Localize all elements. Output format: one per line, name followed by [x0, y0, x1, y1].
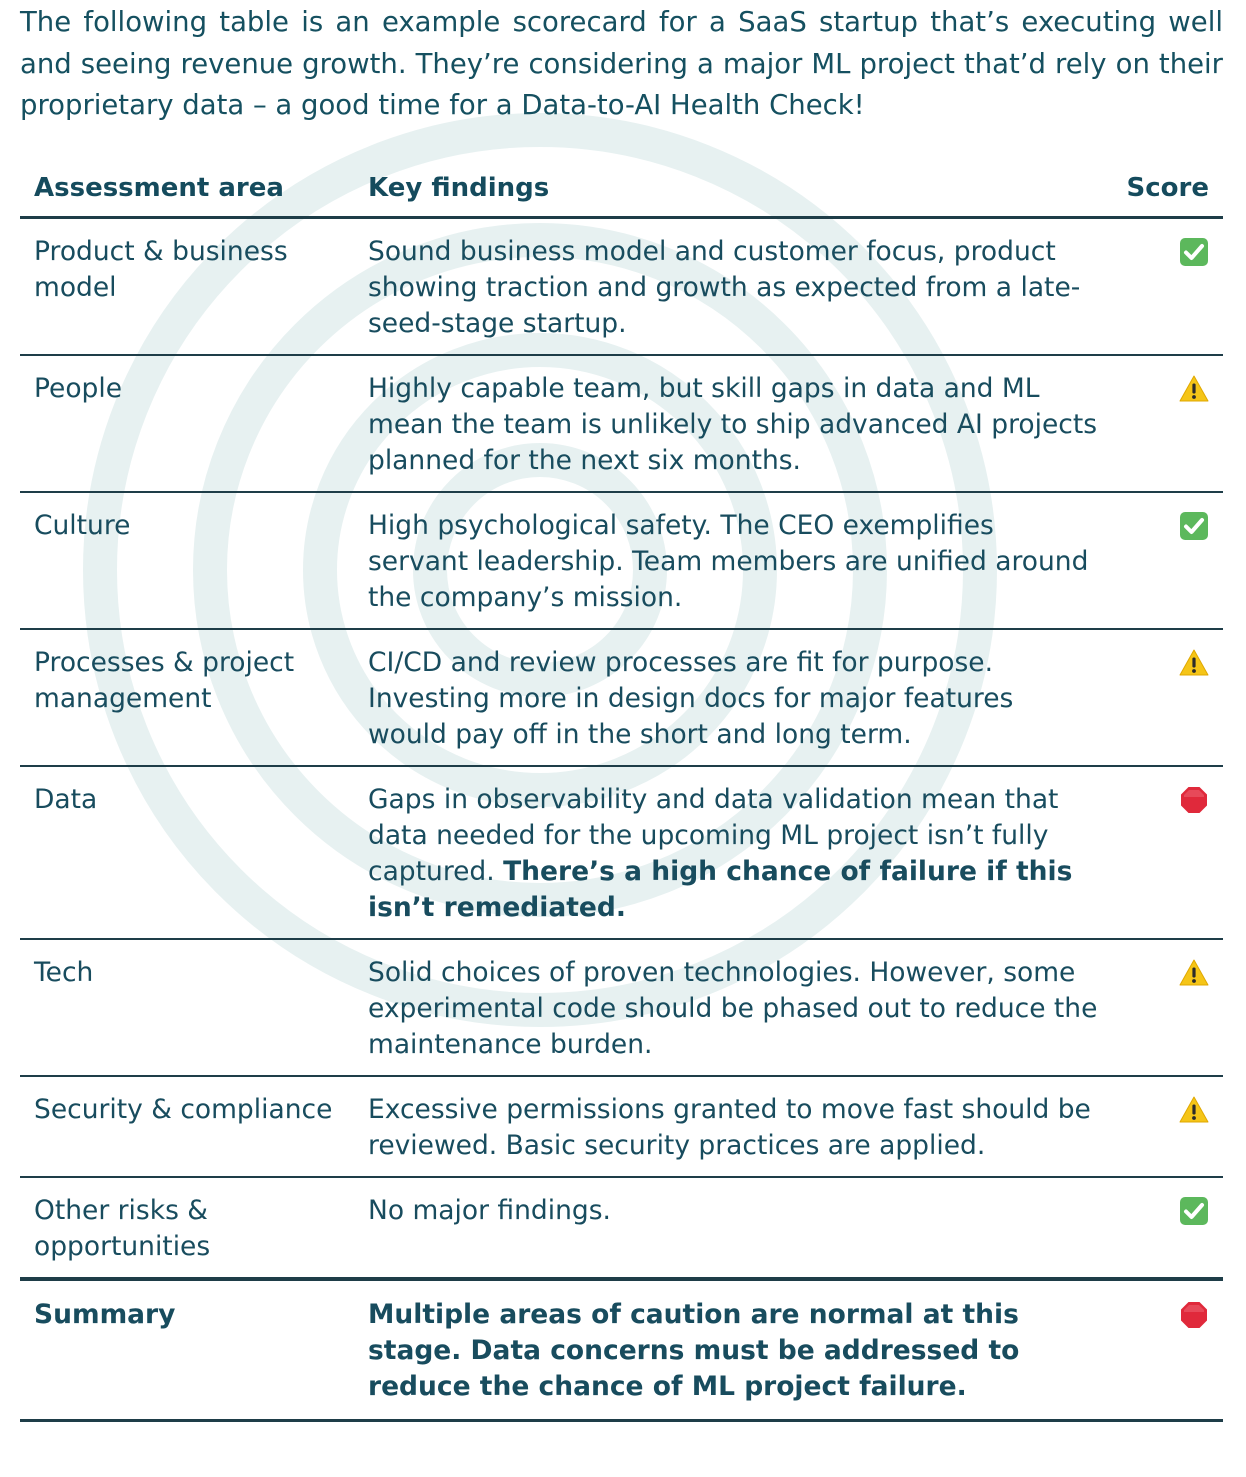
assessment-area-cell: Product & business model	[20, 217, 354, 356]
key-findings-cell: No major findings.	[354, 1177, 1098, 1280]
key-findings-cell: Sound business model and customer focus,…	[354, 217, 1098, 356]
score-cell	[1098, 492, 1223, 630]
table-row: Culture High psychological safety. The CE…	[20, 492, 1223, 630]
score-cell	[1098, 629, 1223, 767]
key-findings-cell: Solid choices of proven technologies. Ho…	[354, 939, 1098, 1077]
assessment-area-cell: Security & compliance	[20, 1076, 354, 1178]
table-row: Data Gaps in observability and data valid…	[20, 766, 1223, 940]
check-icon	[1179, 1196, 1209, 1226]
assessment-area-cell: Tech	[20, 939, 354, 1077]
key-findings-cell: High psychological safety. The CEO exemp…	[354, 492, 1098, 630]
summary-score-cell	[1098, 1277, 1223, 1422]
header-assessment-area: Assessment area	[20, 166, 354, 219]
key-findings-cell: Excessive permissions granted to move fa…	[354, 1076, 1098, 1178]
key-findings-cell: Highly capable team, but skill gaps in d…	[354, 355, 1098, 493]
warning-icon	[1179, 1095, 1209, 1125]
warning-icon	[1179, 374, 1209, 404]
check-icon	[1179, 511, 1209, 541]
intro-paragraph: The following table is an example scorec…	[20, 6, 1223, 121]
header-key-findings: Key findings	[354, 166, 1098, 219]
key-findings-cell: Gaps in observability and data validatio…	[354, 766, 1098, 940]
assessment-area-cell: Processes & project management	[20, 629, 354, 767]
score-cell	[1098, 939, 1223, 1077]
stop-icon	[1179, 785, 1209, 815]
score-cell	[1098, 1076, 1223, 1178]
table-row: Product & business model Sound business m…	[20, 217, 1223, 356]
key-findings-cell: CI/CD and review processes are fit for p…	[354, 629, 1098, 767]
header-score: Score	[1098, 166, 1223, 219]
score-cell	[1098, 217, 1223, 356]
table-header-row: Assessment area Key findings Score	[20, 166, 1223, 219]
summary-row: Summary Multiple areas of caution are nor…	[20, 1277, 1223, 1422]
warning-icon	[1179, 648, 1209, 678]
summary-label: Summary	[20, 1277, 354, 1422]
key-findings-text: No major findings.	[368, 1195, 611, 1226]
key-findings-text: High psychological safety. The CEO exemp…	[368, 510, 1089, 613]
table-row: People Highly capable team, but skill gap…	[20, 355, 1223, 493]
warning-icon	[1179, 958, 1209, 988]
scorecard-table: Assessment area Key findings Score Produ…	[20, 166, 1223, 1422]
key-findings-text: Excessive permissions granted to move fa…	[368, 1094, 1091, 1161]
score-cell	[1098, 766, 1223, 940]
table-row: Other risks & opportunities No major find…	[20, 1177, 1223, 1280]
key-findings-text: Solid choices of proven technologies. Ho…	[368, 957, 1098, 1060]
assessment-area-cell: Culture	[20, 492, 354, 630]
score-cell	[1098, 1177, 1223, 1280]
stop-icon	[1179, 1300, 1209, 1330]
table-row: Processes & project management CI/CD and …	[20, 629, 1223, 767]
assessment-area-cell: Data	[20, 766, 354, 940]
table-row: Tech Solid choices of proven technologies…	[20, 939, 1223, 1077]
table-row: Security & compliance Excessive permissio…	[20, 1076, 1223, 1178]
check-icon	[1179, 237, 1209, 267]
key-findings-text: Sound business model and customer focus,…	[368, 236, 1081, 339]
key-findings-emphasis: There’s a high chance of failure if this…	[368, 856, 1073, 923]
key-findings-text: Gaps in observability and data validatio…	[368, 784, 1059, 887]
key-findings-text: Highly capable team, but skill gaps in d…	[368, 373, 1098, 476]
assessment-area-cell: People	[20, 355, 354, 493]
table-body: Product & business model Sound business m…	[20, 217, 1223, 1422]
key-findings-text: CI/CD and review processes are fit for p…	[368, 647, 1014, 750]
summary-findings: Multiple areas of caution are normal at …	[354, 1277, 1098, 1422]
score-cell	[1098, 355, 1223, 493]
assessment-area-cell: Other risks & opportunities	[20, 1177, 354, 1280]
